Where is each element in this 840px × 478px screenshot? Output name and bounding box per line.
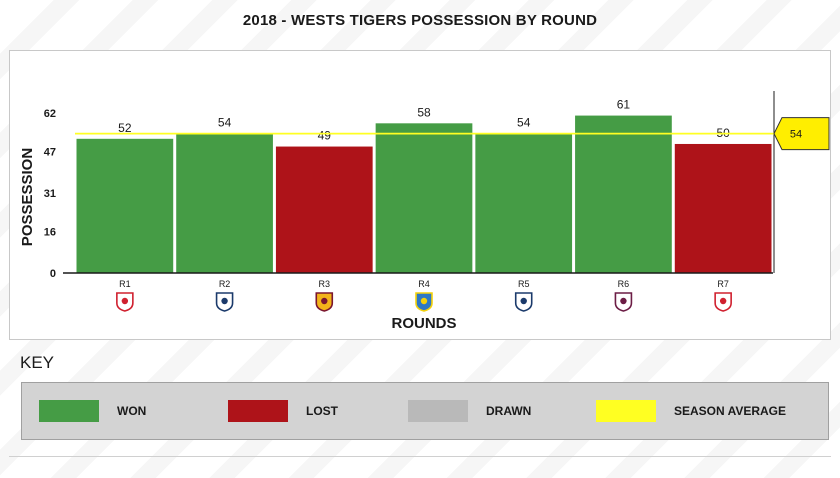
sea-eagles-logo-mark [620, 297, 627, 305]
legend-label-won: WON [117, 404, 147, 418]
bar-r7 [674, 143, 772, 273]
titans-logo [215, 292, 234, 312]
x-tick-label: R5 [518, 279, 530, 289]
legend-label-lost: LOST [306, 404, 338, 418]
y-axis-label: POSSESSION [19, 148, 36, 246]
x-tick-label: R3 [319, 279, 331, 289]
legend-swatch-drawn [408, 400, 468, 422]
x-tick-label: R2 [219, 279, 231, 289]
roosters-logo-mark [121, 297, 129, 305]
legend-item-lost: LOST [228, 400, 338, 422]
chart-title: 2018 - WESTS TIGERS POSSESSION BY ROUND [242, 12, 598, 29]
knights-logo-mark [719, 297, 727, 305]
legend-swatch-lost [228, 400, 288, 422]
x-tick-label: R6 [618, 279, 630, 289]
bar-r2 [176, 133, 273, 273]
bar-value-label: 58 [417, 105, 431, 119]
broncos-logo [315, 292, 334, 312]
x-tick-label: R4 [418, 279, 430, 289]
knights-logo [714, 292, 732, 312]
key-title: KEY [20, 353, 55, 372]
legend-swatch-won [39, 400, 99, 422]
eels-logo-mark [420, 297, 428, 305]
titans-logo [514, 292, 533, 312]
sea-eagles-logo [614, 292, 633, 312]
x-tick-label: R1 [119, 279, 131, 289]
key-legend: WON LOST DRAWN SEASON AVERAGE [21, 382, 829, 440]
x-tick-label: R7 [717, 279, 729, 289]
possession-bar-chart: 0 16 31 47 62 POSSESSION 52 R1 54 R2 49 R3 58 R4 54 R5 6… [19, 91, 830, 332]
legend-item-season-average: SEASON AVERAGE [596, 400, 786, 422]
bar-value-label: 61 [617, 98, 631, 112]
bar-r3 [275, 146, 373, 273]
season-average-tag [773, 117, 830, 151]
bar-value-label: 54 [218, 116, 232, 130]
roosters-logo [116, 292, 134, 312]
legend-item-won: WON [39, 400, 146, 422]
bar-r6 [575, 115, 672, 273]
y-tick-label: 62 [44, 108, 56, 120]
legend-label-drawn: DRAWN [486, 404, 532, 418]
legend-swatch-season-average [596, 400, 656, 422]
y-tick-label: 16 [44, 227, 56, 239]
bar-value-label: 49 [318, 129, 332, 143]
footer-divider [9, 456, 831, 457]
bar-r1 [76, 138, 174, 273]
broncos-logo-mark [321, 297, 328, 305]
legend-label-season-average: SEASON AVERAGE [674, 404, 787, 418]
y-tick-label: 0 [50, 268, 56, 280]
bar-r5 [475, 133, 573, 273]
y-tick-label: 31 [44, 188, 56, 200]
titans-logo-mark [221, 297, 228, 305]
season-average-value: 54 [790, 129, 802, 141]
bar-value-label: 54 [517, 116, 531, 130]
bar-r4 [375, 123, 473, 274]
legend-item-drawn: DRAWN [408, 400, 531, 422]
x-axis-label: ROUNDS [391, 315, 456, 332]
chart-panel: 0 16 31 47 62 POSSESSION 52 R1 54 R2 49 R3 58 R4 54 R5 6… [9, 50, 831, 340]
y-tick-label: 47 [44, 147, 56, 159]
titans-logo-mark [520, 297, 527, 305]
bar-value-label: 52 [118, 121, 132, 135]
eels-logo [415, 292, 433, 312]
